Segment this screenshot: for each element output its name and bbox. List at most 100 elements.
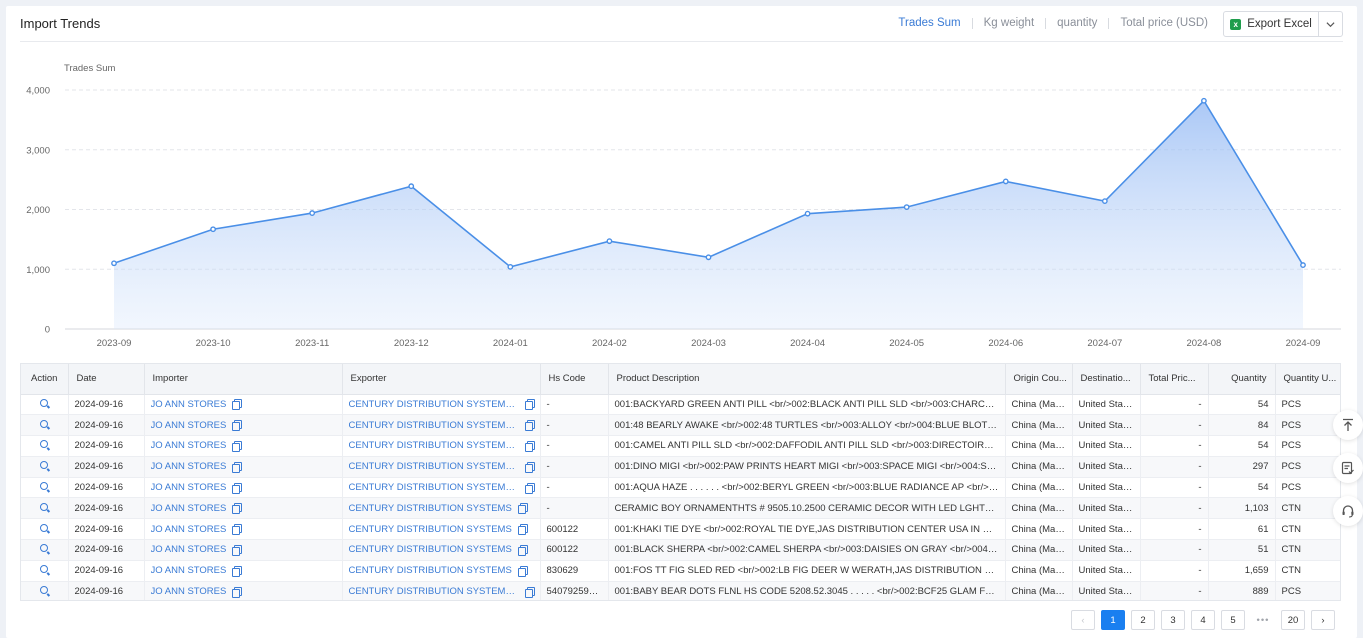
exporter-link[interactable]: CENTURY DISTRIBUTION SYSTEMS SH... — [348, 461, 519, 473]
quantity-cell: 889 — [1208, 581, 1276, 600]
col-header-exporter[interactable]: Exporter — [342, 364, 541, 395]
page-button-3[interactable]: 3 — [1161, 610, 1185, 630]
copy-icon[interactable] — [232, 482, 243, 494]
prev-page-button[interactable]: ‹ — [1071, 610, 1095, 630]
page-button-2[interactable]: 2 — [1131, 610, 1155, 630]
product-description-cell: 001:BABY BEAR DOTS FLNL HS CODE 5208.52.… — [608, 581, 1006, 600]
back-to-top-button[interactable] — [1333, 410, 1363, 440]
customer-service-button[interactable] — [1333, 496, 1363, 526]
metric-tab-kg-weight[interactable]: Kg weight — [983, 17, 1035, 29]
search-icon[interactable] — [40, 419, 49, 428]
copy-icon[interactable] — [232, 440, 243, 452]
copy-icon[interactable] — [232, 420, 243, 432]
copy-icon[interactable] — [232, 544, 243, 556]
page-button-last[interactable]: 20 — [1281, 610, 1305, 630]
search-icon[interactable] — [40, 482, 49, 491]
copy-icon[interactable] — [517, 544, 528, 556]
export-excel-button[interactable]: x Export Excel — [1224, 12, 1318, 36]
copy-icon[interactable] — [232, 565, 243, 577]
exporter-link[interactable]: CENTURY DISTRIBUTION SYSTEMS — [348, 502, 512, 514]
copy-icon[interactable] — [232, 524, 243, 536]
exporter-link[interactable]: CENTURY DISTRIBUTION SYSTEMS SH... — [348, 440, 519, 452]
date-cell: 2024-09-16 — [68, 477, 145, 499]
page-ellipsis[interactable]: ••• — [1251, 610, 1275, 630]
search-icon[interactable] — [40, 398, 49, 407]
copy-icon[interactable] — [232, 461, 243, 473]
list-check-icon — [1341, 461, 1354, 475]
metric-tab-total-price[interactable]: Total price (USD) — [1120, 17, 1208, 29]
col-header-hs-code[interactable]: Hs Code — [540, 364, 609, 395]
data-point — [1201, 97, 1207, 104]
exporter-link[interactable]: CENTURY DISTRIBUTION SYSTEMS SH... — [348, 398, 519, 410]
importer-cell: JO ANN STORES — [144, 581, 343, 600]
page-button-1[interactable]: 1 — [1101, 610, 1125, 630]
importer-link[interactable]: JO ANN STORES — [150, 461, 227, 473]
quantity-cell: 51 — [1208, 539, 1276, 561]
series-area — [114, 100, 1303, 329]
importer-link[interactable]: JO ANN STORES — [150, 523, 227, 535]
search-icon[interactable] — [40, 440, 49, 449]
exporter-link[interactable]: CENTURY DISTRIBUTION SYSTEMS SH... — [348, 482, 519, 494]
exporter-link[interactable]: CENTURY DISTRIBUTION SYSTEMS SH... — [348, 419, 519, 431]
shipments-table: Action Date Importer Exporter Hs Code Pr… — [20, 363, 1341, 601]
chevron-down-icon — [1326, 21, 1335, 27]
copy-icon[interactable] — [517, 524, 528, 536]
search-icon[interactable] — [40, 523, 49, 532]
importer-link[interactable]: JO ANN STORES — [150, 398, 227, 410]
col-header-origin-country[interactable]: Origin Cou... — [1005, 364, 1073, 395]
importer-link[interactable]: JO ANN STORES — [150, 502, 227, 514]
copy-icon[interactable] — [524, 420, 535, 432]
copy-icon[interactable] — [517, 565, 528, 577]
x-tick-label: 2023-11 — [295, 338, 329, 349]
table-row: 2024-09-16 JO ANN STORES CENTURY DISTRIBUT… — [21, 477, 1340, 499]
col-header-quantity[interactable]: Quantity — [1208, 364, 1276, 395]
search-icon[interactable] — [40, 565, 49, 574]
export-options-dropdown[interactable] — [1318, 12, 1342, 36]
copy-icon[interactable] — [232, 399, 243, 411]
origin-country-cell: China (Main... — [1005, 518, 1073, 541]
quantity-unit-cell: CTN — [1275, 518, 1340, 541]
importer-link[interactable]: JO ANN STORES — [150, 565, 227, 577]
search-icon[interactable] — [40, 502, 49, 511]
task-list-button[interactable] — [1333, 453, 1363, 483]
copy-icon[interactable] — [232, 586, 243, 598]
col-header-date[interactable]: Date — [68, 364, 145, 395]
search-icon[interactable] — [40, 544, 49, 553]
exporter-link[interactable]: CENTURY DISTRIBUTION SYSTEMS — [348, 544, 512, 556]
copy-icon[interactable] — [524, 482, 535, 494]
copy-icon[interactable] — [517, 503, 528, 515]
metric-tab-quantity[interactable]: quantity — [1057, 17, 1098, 29]
total-price-cell: - — [1140, 414, 1209, 437]
copy-icon[interactable] — [524, 586, 535, 598]
product-description-cell: CERAMIC BOY ORNAMENTHTS # 9505.10.2500 C… — [608, 497, 1006, 520]
exporter-link[interactable]: CENTURY DISTRIBUTION SYSTEMS — [348, 523, 512, 535]
page-button-4[interactable]: 4 — [1191, 610, 1215, 630]
page-button-5[interactable]: 5 — [1221, 610, 1245, 630]
col-header-product-description[interactable]: Product Description — [608, 364, 1006, 395]
next-page-button[interactable]: › — [1311, 610, 1335, 630]
col-header-destination[interactable]: Destinatio... — [1072, 364, 1141, 395]
copy-icon[interactable] — [524, 399, 535, 411]
importer-link[interactable]: JO ANN STORES — [150, 419, 227, 431]
headset-icon — [1342, 505, 1354, 518]
importer-link[interactable]: JO ANN STORES — [150, 440, 227, 452]
search-icon[interactable] — [40, 461, 49, 470]
total-price-cell: - — [1140, 581, 1209, 600]
exporter-link[interactable]: CENTURY DISTRIBUTION SYSTEMS — [348, 565, 512, 577]
copy-icon[interactable] — [524, 461, 535, 473]
table-row: 2024-09-16 JO ANN STORES CENTURY DISTRIBUT… — [21, 497, 1340, 520]
importer-link[interactable]: JO ANN STORES — [150, 544, 227, 556]
pagination: ‹ 1 2 3 4 5 ••• 20 › — [1071, 610, 1335, 630]
hs-code-cell: - — [540, 477, 609, 499]
col-header-importer[interactable]: Importer — [144, 364, 343, 395]
exporter-link[interactable]: CENTURY DISTRIBUTION SYSTEMS SH... — [348, 586, 519, 598]
copy-icon[interactable] — [232, 503, 243, 515]
importer-link[interactable]: JO ANN STORES — [150, 482, 227, 494]
metric-tab-trades-sum[interactable]: Trades Sum — [898, 17, 961, 29]
copy-icon[interactable] — [524, 440, 535, 452]
col-header-total-price[interactable]: Total Pric... — [1140, 364, 1209, 395]
col-header-quantity-unit[interactable]: Quantity U... — [1275, 364, 1340, 395]
data-point — [903, 204, 910, 211]
search-icon[interactable] — [40, 586, 49, 595]
importer-link[interactable]: JO ANN STORES — [150, 586, 227, 598]
